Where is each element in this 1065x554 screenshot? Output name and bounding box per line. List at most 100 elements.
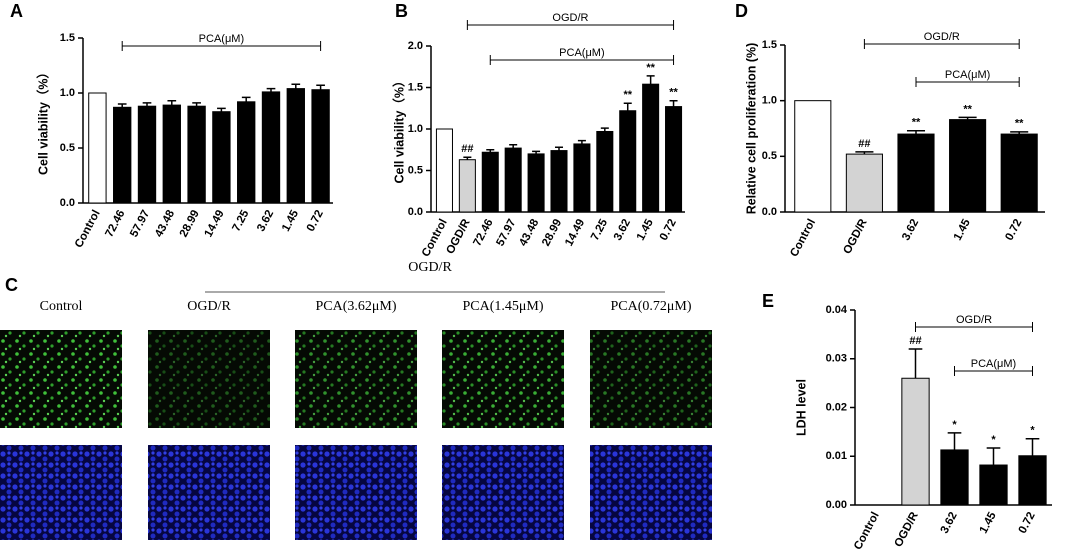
value-label: ## xyxy=(461,143,473,155)
error-bar xyxy=(906,129,926,135)
error-bar xyxy=(486,149,495,153)
x-tick-label: 57.97 xyxy=(128,208,152,239)
error-bar xyxy=(958,116,977,120)
error-bar xyxy=(577,139,586,144)
bar xyxy=(940,449,969,506)
bracket-label: PCA(μM) xyxy=(971,358,1016,370)
x-tick-label: 14.49 xyxy=(203,208,227,239)
x-tick-label: Control xyxy=(852,510,882,552)
y-tick-label: 0.0 xyxy=(60,197,75,209)
x-tick-label: 43.48 xyxy=(153,208,177,240)
x-tick-label: Control xyxy=(420,217,450,259)
bracket-label: OGD/R xyxy=(924,31,960,43)
value-label: ** xyxy=(646,62,655,74)
error-bar xyxy=(291,83,301,89)
microscopy-panel xyxy=(0,330,712,540)
x-tick-label: 1.45 xyxy=(978,510,999,536)
value-label: * xyxy=(1030,425,1035,437)
x-tick-label: 14.49 xyxy=(563,217,587,248)
bar xyxy=(527,153,545,213)
fluorescence-blue xyxy=(295,445,417,540)
x-tick-label: 3.62 xyxy=(612,217,633,242)
y-tick-label: 0.0 xyxy=(408,206,423,218)
x-tick-label: 3.62 xyxy=(255,208,276,233)
x-tick-label: 1.45 xyxy=(280,208,301,234)
bar xyxy=(187,105,206,204)
bar xyxy=(1000,133,1038,213)
x-tick-label: OGD/R xyxy=(841,217,870,257)
y-tick-label: 1.5 xyxy=(762,39,777,51)
bracket-label: PCA(μM) xyxy=(945,69,990,81)
group-header: OGD/R xyxy=(408,260,452,275)
bar xyxy=(261,91,281,204)
error-bar xyxy=(1010,131,1029,135)
fluorescence-green xyxy=(0,330,122,428)
error-bar xyxy=(646,75,655,85)
bar xyxy=(504,147,522,213)
bar xyxy=(897,133,935,213)
bar xyxy=(237,101,256,204)
bracket xyxy=(489,55,675,65)
bracket-label: OGD/R xyxy=(956,314,992,326)
y-tick-label: 0.01 xyxy=(826,450,847,462)
error-bar xyxy=(986,447,1001,466)
bar xyxy=(665,106,683,213)
x-tick-label: 0.72 xyxy=(1003,217,1024,242)
error-bar xyxy=(554,146,564,151)
error-bar xyxy=(217,107,226,112)
y-tick-label: 1.0 xyxy=(762,95,777,107)
column-label: PCA(3.62μM) xyxy=(315,299,396,314)
bar xyxy=(481,151,499,213)
y-tick-label: 0.03 xyxy=(826,353,847,365)
fluorescence-green xyxy=(295,330,417,428)
value-label: ** xyxy=(623,89,632,101)
x-tick-label: 0.72 xyxy=(305,208,326,233)
bracket xyxy=(121,41,322,51)
value-label: ## xyxy=(858,138,870,150)
bar xyxy=(901,377,930,506)
bracket-label: OGD/R xyxy=(552,12,588,24)
bracket-label: PCA(μM) xyxy=(199,33,244,45)
panel-label: B xyxy=(395,1,408,21)
bracket xyxy=(863,39,1020,49)
x-tick-label: 0.72 xyxy=(1017,510,1038,535)
error-bar xyxy=(266,87,276,92)
x-tick-label: 28.99 xyxy=(540,217,564,248)
bar xyxy=(162,104,181,204)
bar xyxy=(642,83,660,213)
error-bar xyxy=(167,99,177,106)
bar xyxy=(311,89,330,204)
bar xyxy=(596,130,614,213)
error-bar xyxy=(908,348,923,379)
error-bar xyxy=(600,127,609,132)
x-tick-label: Control xyxy=(73,208,103,250)
bar xyxy=(458,159,476,213)
panel-label: E xyxy=(762,291,774,311)
bar xyxy=(619,110,637,213)
bar xyxy=(573,143,591,213)
panel-label: D xyxy=(735,1,748,21)
error-bar xyxy=(316,84,325,90)
bar xyxy=(286,88,305,204)
value-label: ** xyxy=(669,87,678,99)
panel-label: A xyxy=(10,1,23,21)
fluorescence-blue xyxy=(442,445,564,540)
fluorescence-green xyxy=(148,330,270,428)
y-tick-label: 0.5 xyxy=(408,164,423,176)
error-bar xyxy=(192,102,201,107)
y-tick-label: 0.5 xyxy=(762,150,777,162)
panel-label: C xyxy=(5,275,18,295)
bracket-label: PCA(μM) xyxy=(559,47,604,59)
x-tick-label: 7.25 xyxy=(589,217,610,243)
y-tick-label: 0.04 xyxy=(826,304,848,316)
x-tick-label: 3.62 xyxy=(939,510,960,535)
y-tick-label: 0.02 xyxy=(826,401,847,413)
fluorescence-blue xyxy=(148,445,270,540)
x-tick-label: 43.48 xyxy=(517,217,541,249)
x-tick-label: 1.45 xyxy=(952,217,973,243)
value-label: ** xyxy=(912,117,921,129)
y-tick-label: 1.5 xyxy=(408,81,423,93)
y-axis-label: Cell viability（%） xyxy=(35,66,50,175)
x-tick-label: 72.46 xyxy=(471,217,495,248)
x-tick-label: 28.99 xyxy=(178,208,202,239)
